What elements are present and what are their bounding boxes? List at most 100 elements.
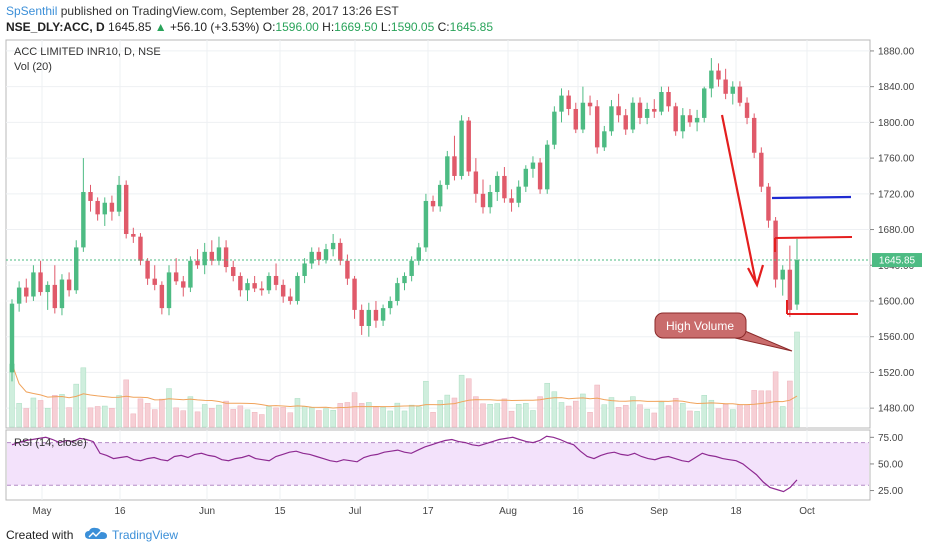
candle-body xyxy=(16,287,22,304)
volume-bar xyxy=(408,404,415,428)
chart-title: ACC LIMITED INR10, D, NSE xyxy=(14,46,161,58)
tradingview-brand-link[interactable]: TradingView xyxy=(112,528,179,542)
volume-bar xyxy=(608,397,615,428)
volume-bar xyxy=(565,405,572,428)
volume-bar xyxy=(159,398,165,428)
price-tick-label: 1480.00 xyxy=(878,404,915,415)
volume-bar xyxy=(744,404,750,428)
candle-body xyxy=(138,236,143,261)
candle-body xyxy=(759,152,764,187)
volume-bar xyxy=(558,402,565,428)
volume-bar xyxy=(708,399,715,428)
volume-bar xyxy=(137,398,144,428)
time-tick-label: Jul xyxy=(349,506,362,517)
volume-bar xyxy=(701,395,707,428)
candle-body xyxy=(751,117,757,153)
volume-bar xyxy=(387,410,393,428)
candle-body xyxy=(359,309,364,326)
time-tick-label: Jun xyxy=(199,506,215,517)
callout-text: High Volume xyxy=(666,319,734,333)
candle-body xyxy=(559,95,564,112)
candle-body xyxy=(666,92,671,107)
footer: Created with TradingView xyxy=(0,520,932,550)
candle-body xyxy=(623,115,628,130)
last-price: 1645.85 xyxy=(108,20,152,34)
volume-bar xyxy=(494,403,501,428)
volume-bar xyxy=(680,403,686,428)
volume-label: Vol (20) xyxy=(14,61,52,73)
price-tag: 1645.85 xyxy=(872,253,922,268)
volume-bar xyxy=(637,404,643,428)
candle-body xyxy=(216,247,222,261)
candle-body xyxy=(109,202,115,212)
candle-body xyxy=(245,283,250,291)
volume-bar xyxy=(444,394,451,428)
candle-body xyxy=(523,168,529,187)
volume-bar xyxy=(437,400,443,428)
volume-bar xyxy=(308,407,315,428)
volume-bar xyxy=(330,410,336,428)
candle-body xyxy=(188,260,193,288)
candle-body xyxy=(195,260,200,266)
candle-body xyxy=(166,272,172,309)
candle-body xyxy=(409,260,414,276)
time-tick-label: Aug xyxy=(499,506,517,517)
candle-body xyxy=(24,287,29,297)
tradingview-cloud-icon[interactable] xyxy=(84,527,108,541)
volume-bar xyxy=(430,412,436,428)
candle-body xyxy=(495,175,500,193)
volume-bar xyxy=(323,408,329,428)
high-volume-callout: High Volume xyxy=(654,312,793,352)
volume-bar xyxy=(630,396,636,428)
chart-header: SpSenthil published on TradingView.com, … xyxy=(0,0,932,40)
candle-body xyxy=(459,120,464,176)
low-label: L: xyxy=(380,20,391,34)
callout-box xyxy=(654,312,747,339)
price-tick-label: 1520.00 xyxy=(878,368,915,379)
volume-bar xyxy=(665,405,672,428)
candles xyxy=(9,58,800,382)
volume-bar xyxy=(594,384,600,428)
candle-body xyxy=(694,117,700,123)
candle-body xyxy=(31,272,36,297)
ohlc-line: NSE_DLY:ACC, D 1645.85 ▲ +56.10 (+3.53%)… xyxy=(6,20,493,34)
volume-bar xyxy=(501,398,508,428)
candle-body xyxy=(723,79,728,94)
rsi-axis: 25.00 50.00 75.00 xyxy=(870,433,903,497)
candle-body xyxy=(552,111,557,145)
candle-body xyxy=(338,242,343,261)
candle-body xyxy=(280,284,286,297)
price-axis: 1480.001520.001560.001600.001640.001680.… xyxy=(870,46,915,415)
volume-bar xyxy=(401,410,408,428)
volume-bar xyxy=(30,397,37,428)
volume-bar xyxy=(80,367,87,428)
candle-body xyxy=(380,308,386,321)
volume-bar xyxy=(544,382,550,428)
price-tick-label: 1760.00 xyxy=(878,154,915,165)
volume-bar xyxy=(216,404,222,428)
candle-body xyxy=(702,88,707,118)
volume-bar xyxy=(23,408,30,428)
volume-bar xyxy=(587,412,593,428)
price-tick-label: 1880.00 xyxy=(878,46,915,57)
time-tick-label: 15 xyxy=(274,506,286,517)
volume-bar xyxy=(102,405,108,428)
candle-body xyxy=(252,283,257,289)
candle-body xyxy=(388,300,393,309)
price-change: +56.10 (+3.53%) xyxy=(170,20,260,34)
volume-bar xyxy=(694,411,700,428)
candle-body xyxy=(680,115,686,132)
volume-bar xyxy=(644,408,650,428)
candle-body xyxy=(637,102,643,118)
volume-bar xyxy=(772,371,779,428)
open-label: O: xyxy=(262,20,276,34)
volume-bar xyxy=(209,408,215,428)
candle-body xyxy=(59,279,65,309)
volume-bar xyxy=(615,407,622,428)
price-chart[interactable]: 1480.001520.001560.001600.001640.001680.… xyxy=(0,0,932,520)
candle-body xyxy=(416,247,421,261)
publisher-link[interactable]: SpSenthil xyxy=(6,4,58,18)
candle-body xyxy=(509,198,514,203)
candle-body xyxy=(452,156,457,176)
candle-body xyxy=(209,251,215,261)
